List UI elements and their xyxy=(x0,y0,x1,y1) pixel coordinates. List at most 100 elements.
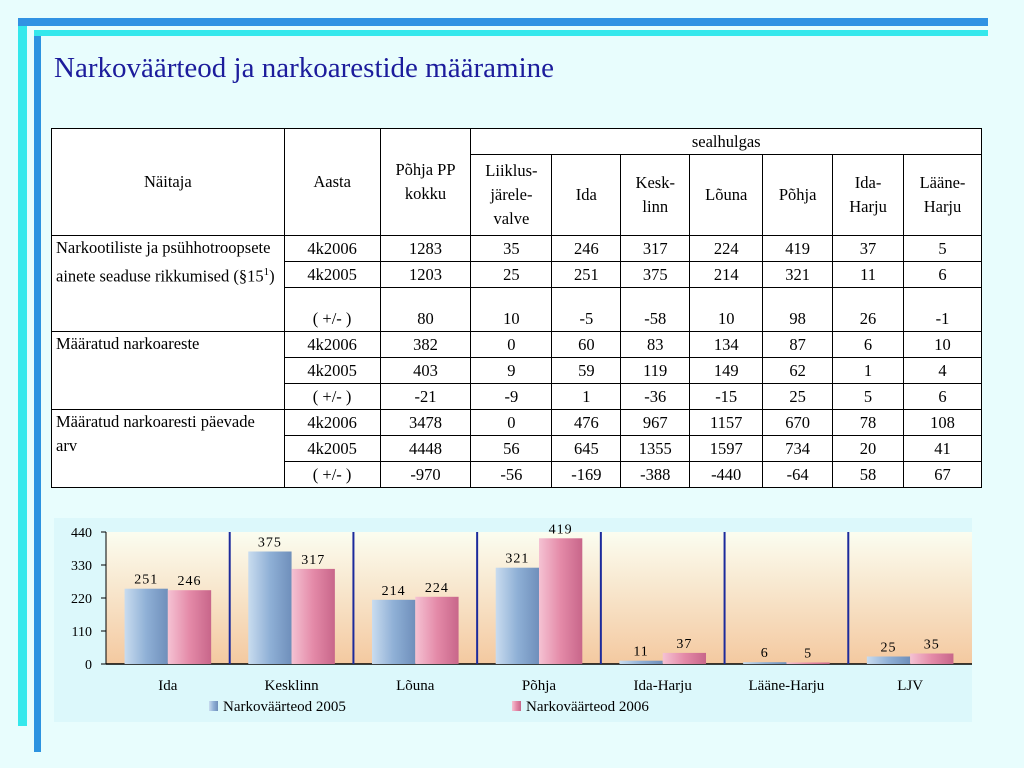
row-group-label-text: Määratud narkoareste xyxy=(56,334,200,353)
cell-value: 246 xyxy=(551,235,622,262)
decor-horizontal-bar-cyan xyxy=(34,30,988,36)
cell-year: ( +/- ) xyxy=(283,287,381,332)
row-group-label: Määratud narkoaresti päevade arv xyxy=(51,409,285,488)
y-tick-label: 440 xyxy=(71,526,92,541)
cell-value: 56 xyxy=(470,435,553,462)
cell-value: 224 xyxy=(689,235,764,262)
cell-value: 214 xyxy=(689,261,764,288)
header-sub-6: Lääne-Harju xyxy=(903,154,982,236)
cell-value: 6 xyxy=(903,383,982,410)
cell-year: 4k2005 xyxy=(283,357,381,384)
cell-value: 4448 xyxy=(379,435,472,462)
decor-vertical-bar-blue xyxy=(34,30,41,752)
header-sealhulgas: sealhulgas xyxy=(470,128,982,155)
y-tick-label: 110 xyxy=(72,625,92,640)
cell-value: 321 xyxy=(762,261,834,288)
data-label: 246 xyxy=(178,574,202,589)
cell-value: 26 xyxy=(832,287,904,332)
cell-year: 4k2006 xyxy=(283,409,381,436)
data-label: 11 xyxy=(633,645,648,660)
header-sub-2: Kesk-linn xyxy=(620,154,691,236)
cell-value: 1355 xyxy=(620,435,691,462)
header-sub-3: Lõuna xyxy=(689,154,764,236)
bar-2006 xyxy=(910,653,954,664)
cell-year: 4k2006 xyxy=(283,331,381,358)
cell-value: 6 xyxy=(903,261,982,288)
cell-value: 375 xyxy=(620,261,691,288)
header-sub-4: Põhja xyxy=(762,154,834,236)
cell-value: -9 xyxy=(470,383,553,410)
data-label: 25 xyxy=(880,641,896,656)
cell-value: 87 xyxy=(762,331,834,358)
cell-value: 78 xyxy=(832,409,904,436)
legend-swatch xyxy=(209,701,218,711)
cell-value: 1283 xyxy=(379,235,472,262)
legend-label: Narkoväärteod 2006 xyxy=(526,699,649,715)
legend-swatch xyxy=(512,701,521,711)
data-label: 5 xyxy=(804,647,812,662)
cell-value: 317 xyxy=(620,235,691,262)
x-tick-label: Lõuna xyxy=(396,678,435,694)
cell-value: 35 xyxy=(470,235,553,262)
decor-vertical-bar-cyan xyxy=(18,18,27,726)
cell-value: 119 xyxy=(620,357,691,384)
cell-value: -36 xyxy=(620,383,691,410)
cell-value: -64 xyxy=(762,461,834,488)
x-tick-label: Ida-Harju xyxy=(634,678,693,694)
header-sub-0: Liiklus-järele-valve xyxy=(470,154,553,236)
header-sub-1: Ida xyxy=(551,154,622,236)
table-row: Määratud narkoareste 4k2006 382 0 60 83 134 87 6… xyxy=(51,331,982,410)
cell-value: 25 xyxy=(470,261,553,288)
cell-value: 476 xyxy=(551,409,622,436)
cell-value: 0 xyxy=(470,409,553,436)
cell-value: -440 xyxy=(689,461,764,488)
cell-value: 10 xyxy=(689,287,764,332)
cell-value: 62 xyxy=(762,357,834,384)
bar-2006 xyxy=(786,662,830,664)
cell-value: 10 xyxy=(903,331,982,358)
header-aasta: Aasta xyxy=(283,128,381,236)
data-label: 321 xyxy=(505,552,529,567)
cell-value: 5 xyxy=(903,235,982,262)
cell-value: 60 xyxy=(551,331,622,358)
cell-value: 670 xyxy=(762,409,834,436)
row-group-label-text: Narkootiliste ja psühhotroopsete ainete … xyxy=(56,238,271,286)
cell-value: 37 xyxy=(832,235,904,262)
cell-value: -56 xyxy=(470,461,553,488)
cell-value: 382 xyxy=(379,331,472,358)
cell-value: 251 xyxy=(551,261,622,288)
y-tick-label: 220 xyxy=(71,592,92,607)
cell-value: 5 xyxy=(832,383,904,410)
data-label: 317 xyxy=(301,553,325,568)
cell-year: 4k2005 xyxy=(283,261,381,288)
legend-label: Narkoväärteod 2005 xyxy=(223,699,346,715)
cell-value: 25 xyxy=(762,383,834,410)
cell-value: 403 xyxy=(379,357,472,384)
bar-2005 xyxy=(866,656,911,664)
statistics-table: Näitaja Aasta Põhja PP kokku sealhulgas … xyxy=(51,128,982,488)
bar-2005 xyxy=(743,662,787,664)
cell-value: 41 xyxy=(903,435,982,462)
cell-value: 59 xyxy=(551,357,622,384)
cell-value: 20 xyxy=(832,435,904,462)
cell-year: 4k2006 xyxy=(283,235,381,262)
cell-value: 149 xyxy=(689,357,764,384)
bar-2005 xyxy=(619,660,663,664)
bar-2006 xyxy=(662,652,707,664)
cell-value: 419 xyxy=(762,235,834,262)
cell-value: 645 xyxy=(551,435,622,462)
cell-value: 1597 xyxy=(689,435,764,462)
row-group-label: Narkootiliste ja psühhotroopsete ainete … xyxy=(51,235,285,332)
table-row: Narkootiliste ja psühhotroopsete ainete … xyxy=(51,235,982,332)
bar-2006 xyxy=(291,568,335,664)
cell-value: 108 xyxy=(903,409,982,436)
data-label: 6 xyxy=(761,646,769,661)
cell-value: 11 xyxy=(832,261,904,288)
cell-value: 134 xyxy=(689,331,764,358)
header-naitaja: Näitaja xyxy=(51,128,285,236)
cell-value: -5 xyxy=(551,287,622,332)
bar-2005 xyxy=(495,567,539,664)
data-label: 224 xyxy=(425,581,449,596)
data-label: 35 xyxy=(924,638,940,653)
bar-2006 xyxy=(167,590,212,664)
